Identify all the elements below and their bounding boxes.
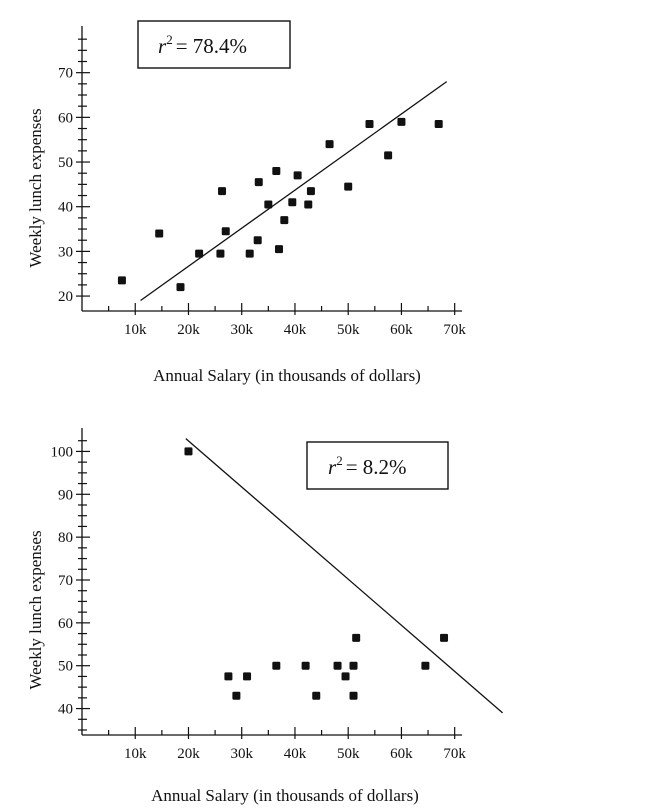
x-tick-label: 70k [443, 746, 466, 762]
x-tick-label: 50k [337, 746, 360, 762]
data-point [325, 140, 334, 149]
tick-marks [76, 440, 456, 739]
r-squared-box [306, 441, 449, 490]
tick-marks [76, 38, 456, 315]
x-tick-label: 60k [390, 322, 413, 338]
data-point [365, 120, 374, 129]
data-point [254, 178, 263, 187]
r-squared-annotation: r2 = 78.4% [137, 20, 291, 69]
data-point [280, 216, 289, 225]
y-tick-label: 40 [58, 702, 73, 718]
data-points [117, 117, 443, 292]
x-tick-label: 20k [177, 746, 200, 762]
x-tick-label: 10k [124, 746, 147, 762]
data-point [117, 276, 126, 285]
data-point [434, 120, 443, 129]
y-tick-label: 20 [58, 289, 73, 305]
r-symbol: r [328, 455, 337, 479]
data-point [253, 236, 262, 245]
data-point [306, 187, 315, 196]
tick-labels: 10k 20k 30k 40k 50k 60k 70k 40 50 60 70 80 90 100 [51, 444, 467, 762]
regression-line [185, 438, 504, 714]
data-point [155, 229, 164, 238]
data-point [274, 245, 283, 254]
data-point [421, 661, 430, 670]
x-tick-label: 60k [390, 746, 413, 762]
y-tick-label: 40 [58, 200, 73, 216]
r-squared-box [137, 20, 291, 69]
data-point [184, 447, 193, 456]
data-point [440, 633, 449, 642]
r-symbol: r [158, 34, 167, 58]
r-value: = 78.4% [176, 34, 247, 58]
x-tick-label: 40k [284, 322, 307, 338]
x-tick-label: 40k [284, 746, 307, 762]
x-axis-label: Annual Salary (in thousands of dollars) [153, 366, 421, 385]
y-tick-label: 30 [58, 244, 73, 260]
data-point [349, 691, 358, 700]
data-point [272, 166, 281, 175]
r-squared-annotation: r2 = 8.2% [306, 441, 449, 490]
regression-line [140, 81, 448, 302]
x-tick-label: 10k [124, 322, 147, 338]
y-tick-label: 70 [58, 66, 73, 82]
scatter-chart-2: 10k 20k 30k 40k 50k 60k 70k 40 50 60 70 80 90 100 r2 =… [26, 428, 504, 805]
regression-line-group [185, 438, 504, 714]
x-tick-label: 50k [337, 322, 360, 338]
r-squared-text: r2 = 8.2% [328, 453, 407, 479]
y-tick-label: 90 [58, 487, 73, 503]
data-point [176, 283, 185, 292]
y-axis-label: Weekly lunch expenses [26, 108, 45, 267]
data-point [224, 672, 233, 681]
data-point [341, 672, 350, 681]
data-point [384, 151, 393, 160]
scatter-chart-1: 10k 20k 30k 40k 50k 60k 70k 20 30 40 50 60 70 r2 = 78… [26, 20, 466, 385]
data-point [344, 182, 353, 191]
x-axis-label: Annual Salary (in thousands of dollars) [151, 786, 419, 805]
data-point [216, 249, 225, 258]
data-point [195, 249, 204, 258]
y-tick-label: 80 [58, 530, 73, 546]
x-tick-label: 70k [443, 322, 466, 338]
y-tick-label: 60 [58, 110, 73, 126]
data-point [272, 661, 281, 670]
y-tick-label: 60 [58, 616, 73, 632]
data-point [232, 691, 241, 700]
y-tick-label: 50 [58, 659, 73, 675]
data-point [304, 200, 313, 209]
data-point [301, 661, 310, 670]
r-value: = 8.2% [346, 455, 407, 479]
r-exponent: 2 [336, 453, 343, 468]
y-tick-label: 70 [58, 573, 73, 589]
data-point [349, 661, 358, 670]
data-point [312, 691, 321, 700]
tick-labels: 10k 20k 30k 40k 50k 60k 70k 20 30 40 50 60 70 [58, 66, 466, 338]
data-point [243, 672, 252, 681]
y-tick-label: 50 [58, 155, 73, 171]
data-point [293, 171, 302, 180]
r-squared-text: r2 = 78.4% [158, 32, 247, 58]
regression-line-group [140, 81, 448, 302]
x-tick-label: 20k [177, 322, 200, 338]
data-points [184, 447, 449, 700]
data-point [333, 661, 342, 670]
data-point [397, 117, 406, 126]
x-tick-label: 30k [230, 322, 253, 338]
data-point [288, 198, 297, 207]
data-point [221, 227, 230, 236]
x-tick-label: 30k [230, 746, 253, 762]
data-point [264, 200, 273, 209]
y-tick-label: 100 [51, 444, 74, 460]
data-point [218, 187, 227, 196]
y-axis-label: Weekly lunch expenses [26, 530, 45, 689]
data-point [245, 249, 254, 258]
data-point [352, 633, 361, 642]
r-exponent: 2 [166, 32, 173, 47]
